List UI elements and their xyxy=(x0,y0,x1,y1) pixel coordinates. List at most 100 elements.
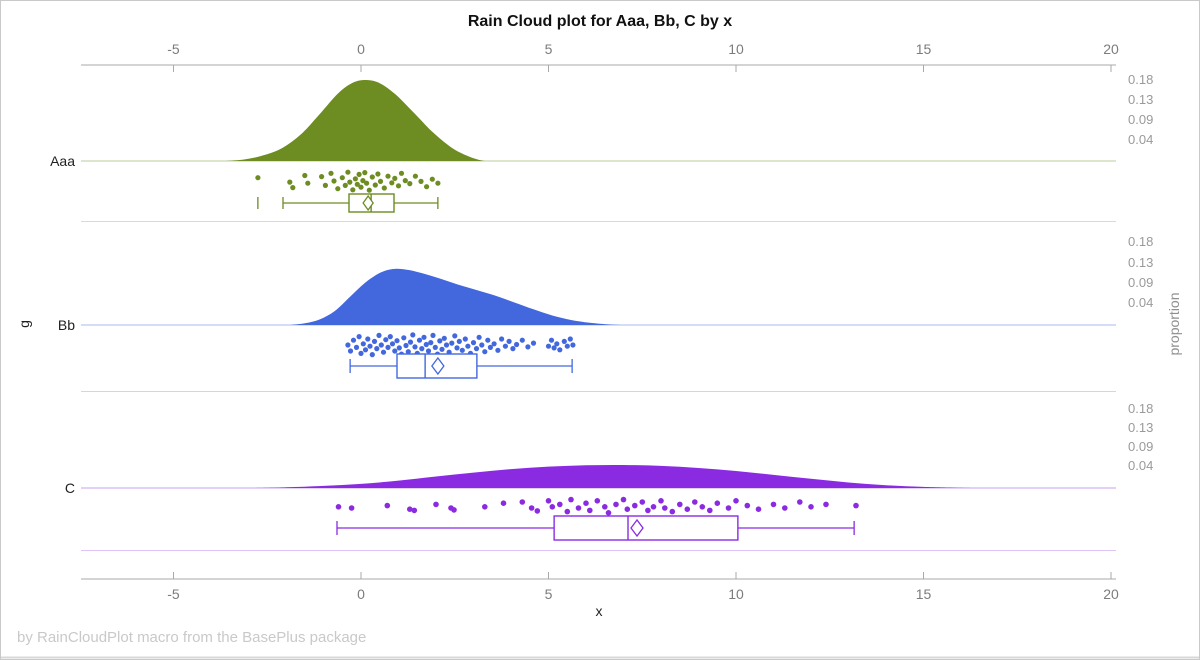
rain-point xyxy=(322,182,328,188)
rain-point xyxy=(435,180,441,186)
rain-point xyxy=(669,508,676,515)
rain-point xyxy=(402,178,408,184)
rain-point xyxy=(392,175,398,181)
rain-point xyxy=(377,178,384,184)
proportion-tick-label: 0.09 xyxy=(1128,112,1153,127)
rain-point xyxy=(487,344,493,350)
rain-point xyxy=(319,174,325,180)
rain-point xyxy=(439,346,445,352)
rain-point xyxy=(519,337,525,343)
rain-point xyxy=(465,343,471,349)
rain-point xyxy=(354,181,360,187)
rain-point xyxy=(381,185,387,191)
rain-point xyxy=(443,342,450,348)
rain-point xyxy=(437,338,443,344)
rain-point xyxy=(528,505,535,511)
rain-point xyxy=(473,346,480,352)
rain-point xyxy=(479,342,485,348)
rain-point xyxy=(548,337,555,343)
rain-point xyxy=(502,343,508,349)
rain-point xyxy=(482,349,488,355)
rain-point xyxy=(350,337,357,343)
rain-point xyxy=(514,341,520,348)
rain-point xyxy=(356,334,362,340)
rain-point xyxy=(394,338,400,344)
rain-point xyxy=(557,501,563,508)
rain-point xyxy=(425,348,432,354)
proportion-tick-label: 0.18 xyxy=(1128,234,1153,249)
y-axis-label: g xyxy=(16,320,32,328)
bottom-axis-tick-label: 20 xyxy=(1103,586,1119,602)
rain-point xyxy=(744,502,751,509)
x-axis-label: x xyxy=(595,603,603,619)
rain-point xyxy=(378,342,384,348)
rain-point xyxy=(699,504,706,510)
rain-point xyxy=(459,347,465,353)
rain-point xyxy=(567,336,573,342)
rain-point xyxy=(407,181,413,187)
rain-point xyxy=(392,348,398,354)
rain-point xyxy=(412,344,418,350)
rain-point xyxy=(371,338,378,344)
box xyxy=(553,515,739,541)
proportion-tick-label: 0.13 xyxy=(1128,420,1153,435)
top-axis-tick-label: 5 xyxy=(545,41,553,57)
rain-point xyxy=(342,182,348,188)
rain-point xyxy=(383,337,389,343)
rain-point xyxy=(398,170,405,176)
rain-point xyxy=(454,345,460,351)
rain-point xyxy=(456,338,462,344)
rain-point xyxy=(662,505,668,511)
rain-point xyxy=(376,332,382,338)
rain-point xyxy=(476,334,482,340)
rain-point xyxy=(401,335,407,341)
rain-point xyxy=(441,335,447,341)
rain-point xyxy=(385,173,391,179)
rain-point xyxy=(797,499,803,505)
proportion-tick-label: 0.13 xyxy=(1128,255,1153,270)
rain-point xyxy=(525,344,531,350)
bottom-axis-tick-label: 15 xyxy=(916,586,932,602)
rain-point xyxy=(583,500,589,507)
rain-point xyxy=(335,504,342,510)
rain-point xyxy=(624,506,631,512)
top-axis-tick-label: -5 xyxy=(167,41,180,57)
rain-point xyxy=(352,176,358,182)
rain-point xyxy=(677,501,683,508)
rain-point xyxy=(416,337,423,343)
rain-point xyxy=(395,183,402,189)
proportion-tick-label: 0.09 xyxy=(1128,275,1153,290)
rain-point xyxy=(594,498,601,504)
rain-point xyxy=(564,508,571,515)
rain-point xyxy=(421,334,427,340)
rain-point xyxy=(335,186,341,192)
rain-point xyxy=(684,506,691,512)
rain-point xyxy=(451,507,457,513)
rain-point xyxy=(345,169,351,175)
mean-diamond xyxy=(362,194,374,212)
rain-point xyxy=(462,336,468,342)
mean-diamond xyxy=(630,518,644,538)
y2-axis-label: proportion xyxy=(1166,292,1182,356)
proportion-tick-label: 0.09 xyxy=(1128,439,1153,454)
bottom-axis-tick-label: 5 xyxy=(545,586,553,602)
rain-point xyxy=(419,346,425,352)
rain-point xyxy=(255,175,261,181)
rain-point xyxy=(495,347,501,353)
rain-point xyxy=(707,507,713,514)
rain-point xyxy=(449,340,455,346)
top-axis-tick-label: 0 xyxy=(357,41,365,57)
rain-point xyxy=(470,340,477,346)
rain-point xyxy=(482,504,488,510)
rain-point xyxy=(491,341,497,347)
rain-point xyxy=(362,347,369,353)
mean-diamond xyxy=(431,356,445,376)
rain-point xyxy=(639,499,646,505)
rain-point xyxy=(485,337,491,343)
rain-point xyxy=(424,184,430,190)
top-axis-tick-label: 15 xyxy=(916,41,932,57)
rain-point xyxy=(429,176,435,182)
rain-point xyxy=(782,505,788,511)
